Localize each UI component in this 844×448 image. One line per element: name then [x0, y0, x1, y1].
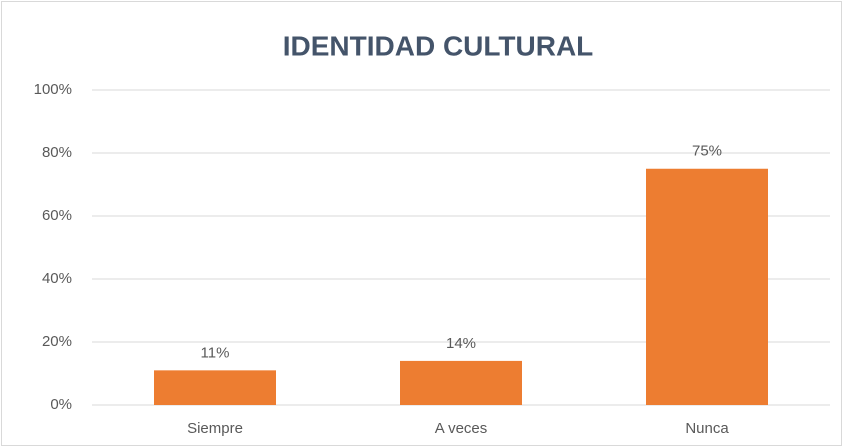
- x-tick-label: A veces: [435, 420, 488, 437]
- y-tick-label: 100%: [34, 81, 72, 98]
- bar: [646, 168, 768, 405]
- chart-title: IDENTIDAD CULTURAL: [283, 30, 594, 61]
- bar: [400, 360, 522, 405]
- bar: [154, 370, 276, 405]
- y-tick-label: 0%: [50, 396, 72, 413]
- data-label: 11%: [201, 344, 230, 361]
- x-tick-label: Siempre: [187, 420, 243, 437]
- y-tick-label: 80%: [42, 144, 72, 161]
- y-tick-label: 20%: [42, 333, 72, 350]
- x-tick-label: Nunca: [685, 420, 729, 437]
- data-label: 75%: [692, 143, 722, 160]
- y-tick-label: 60%: [42, 207, 72, 224]
- data-label: 14%: [446, 335, 476, 352]
- y-tick-label: 40%: [42, 270, 72, 287]
